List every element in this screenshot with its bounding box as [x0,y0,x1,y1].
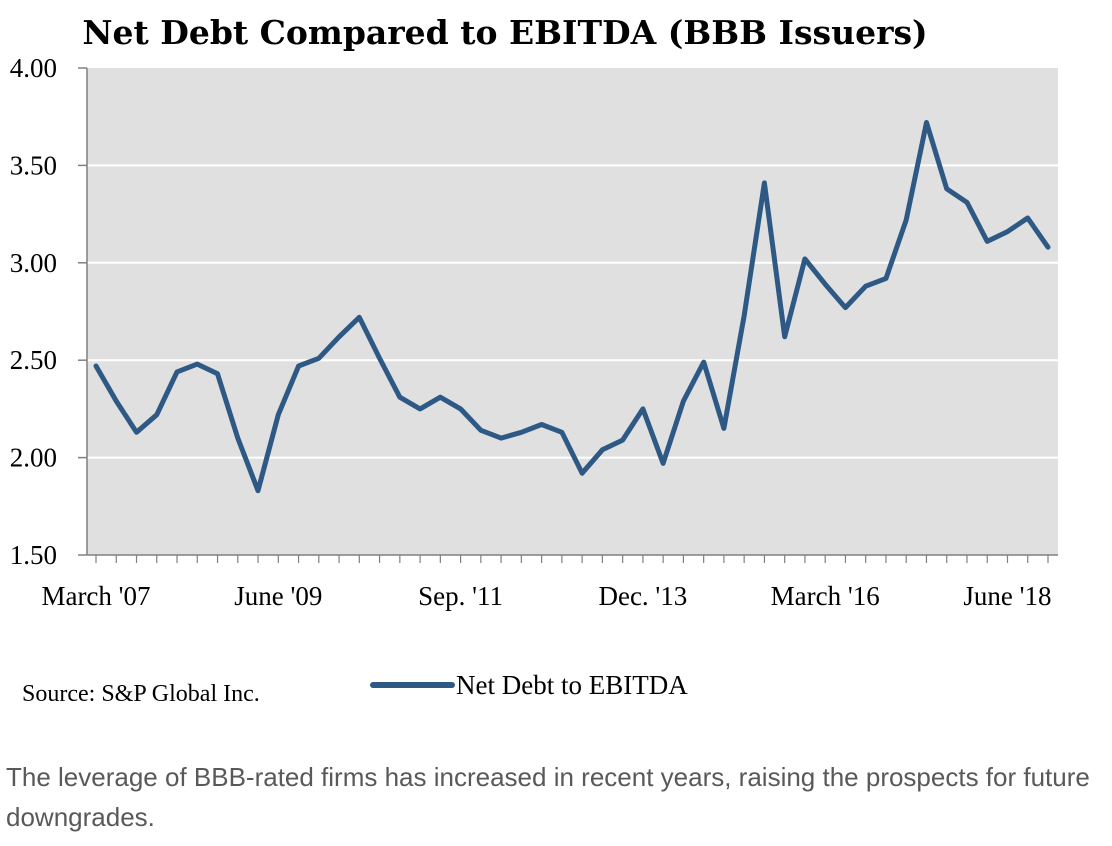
caption: The leverage of BBB-rated firms has incr… [6,762,1090,832]
x-tick-label: March '16 [771,581,880,611]
y-tick-labels: 1.50 2.00 2.50 3.00 3.50 4.00 [10,53,57,570]
source-note: Source: S&P Global Inc. [22,681,260,707]
x-tick-label: March '07 [41,581,150,611]
x-tick-label: Dec. '13 [598,581,687,611]
y-tick-label: 2.50 [10,345,57,375]
y-tick-label: 4.00 [10,53,57,83]
axes [78,67,1058,563]
legend-label: Net Debt to EBITDA [456,670,688,700]
x-tick-label: June '09 [234,581,322,611]
x-tick-labels: March '07 June '09 Sep. '11 Dec. '13 March '… [41,581,1051,611]
series-line-net-debt-to-ebitda [93,120,1051,494]
y-tick-label: 3.00 [10,248,57,278]
plot-background [87,68,1058,555]
x-tick-label: June '18 [963,581,1051,611]
x-tick-label: Sep. '11 [418,581,503,611]
series-lines [93,120,1051,494]
y-tick-label: 2.00 [10,443,57,473]
legend: Net Debt to EBITDA [370,670,688,700]
y-tick-label: 3.50 [10,150,57,180]
y-tick-label: 1.50 [10,540,57,570]
chart: Net Debt Compared to EBITDA (BBB Issuers… [10,13,1058,707]
chart-title: Net Debt Compared to EBITDA (BBB Issuers… [82,13,927,52]
